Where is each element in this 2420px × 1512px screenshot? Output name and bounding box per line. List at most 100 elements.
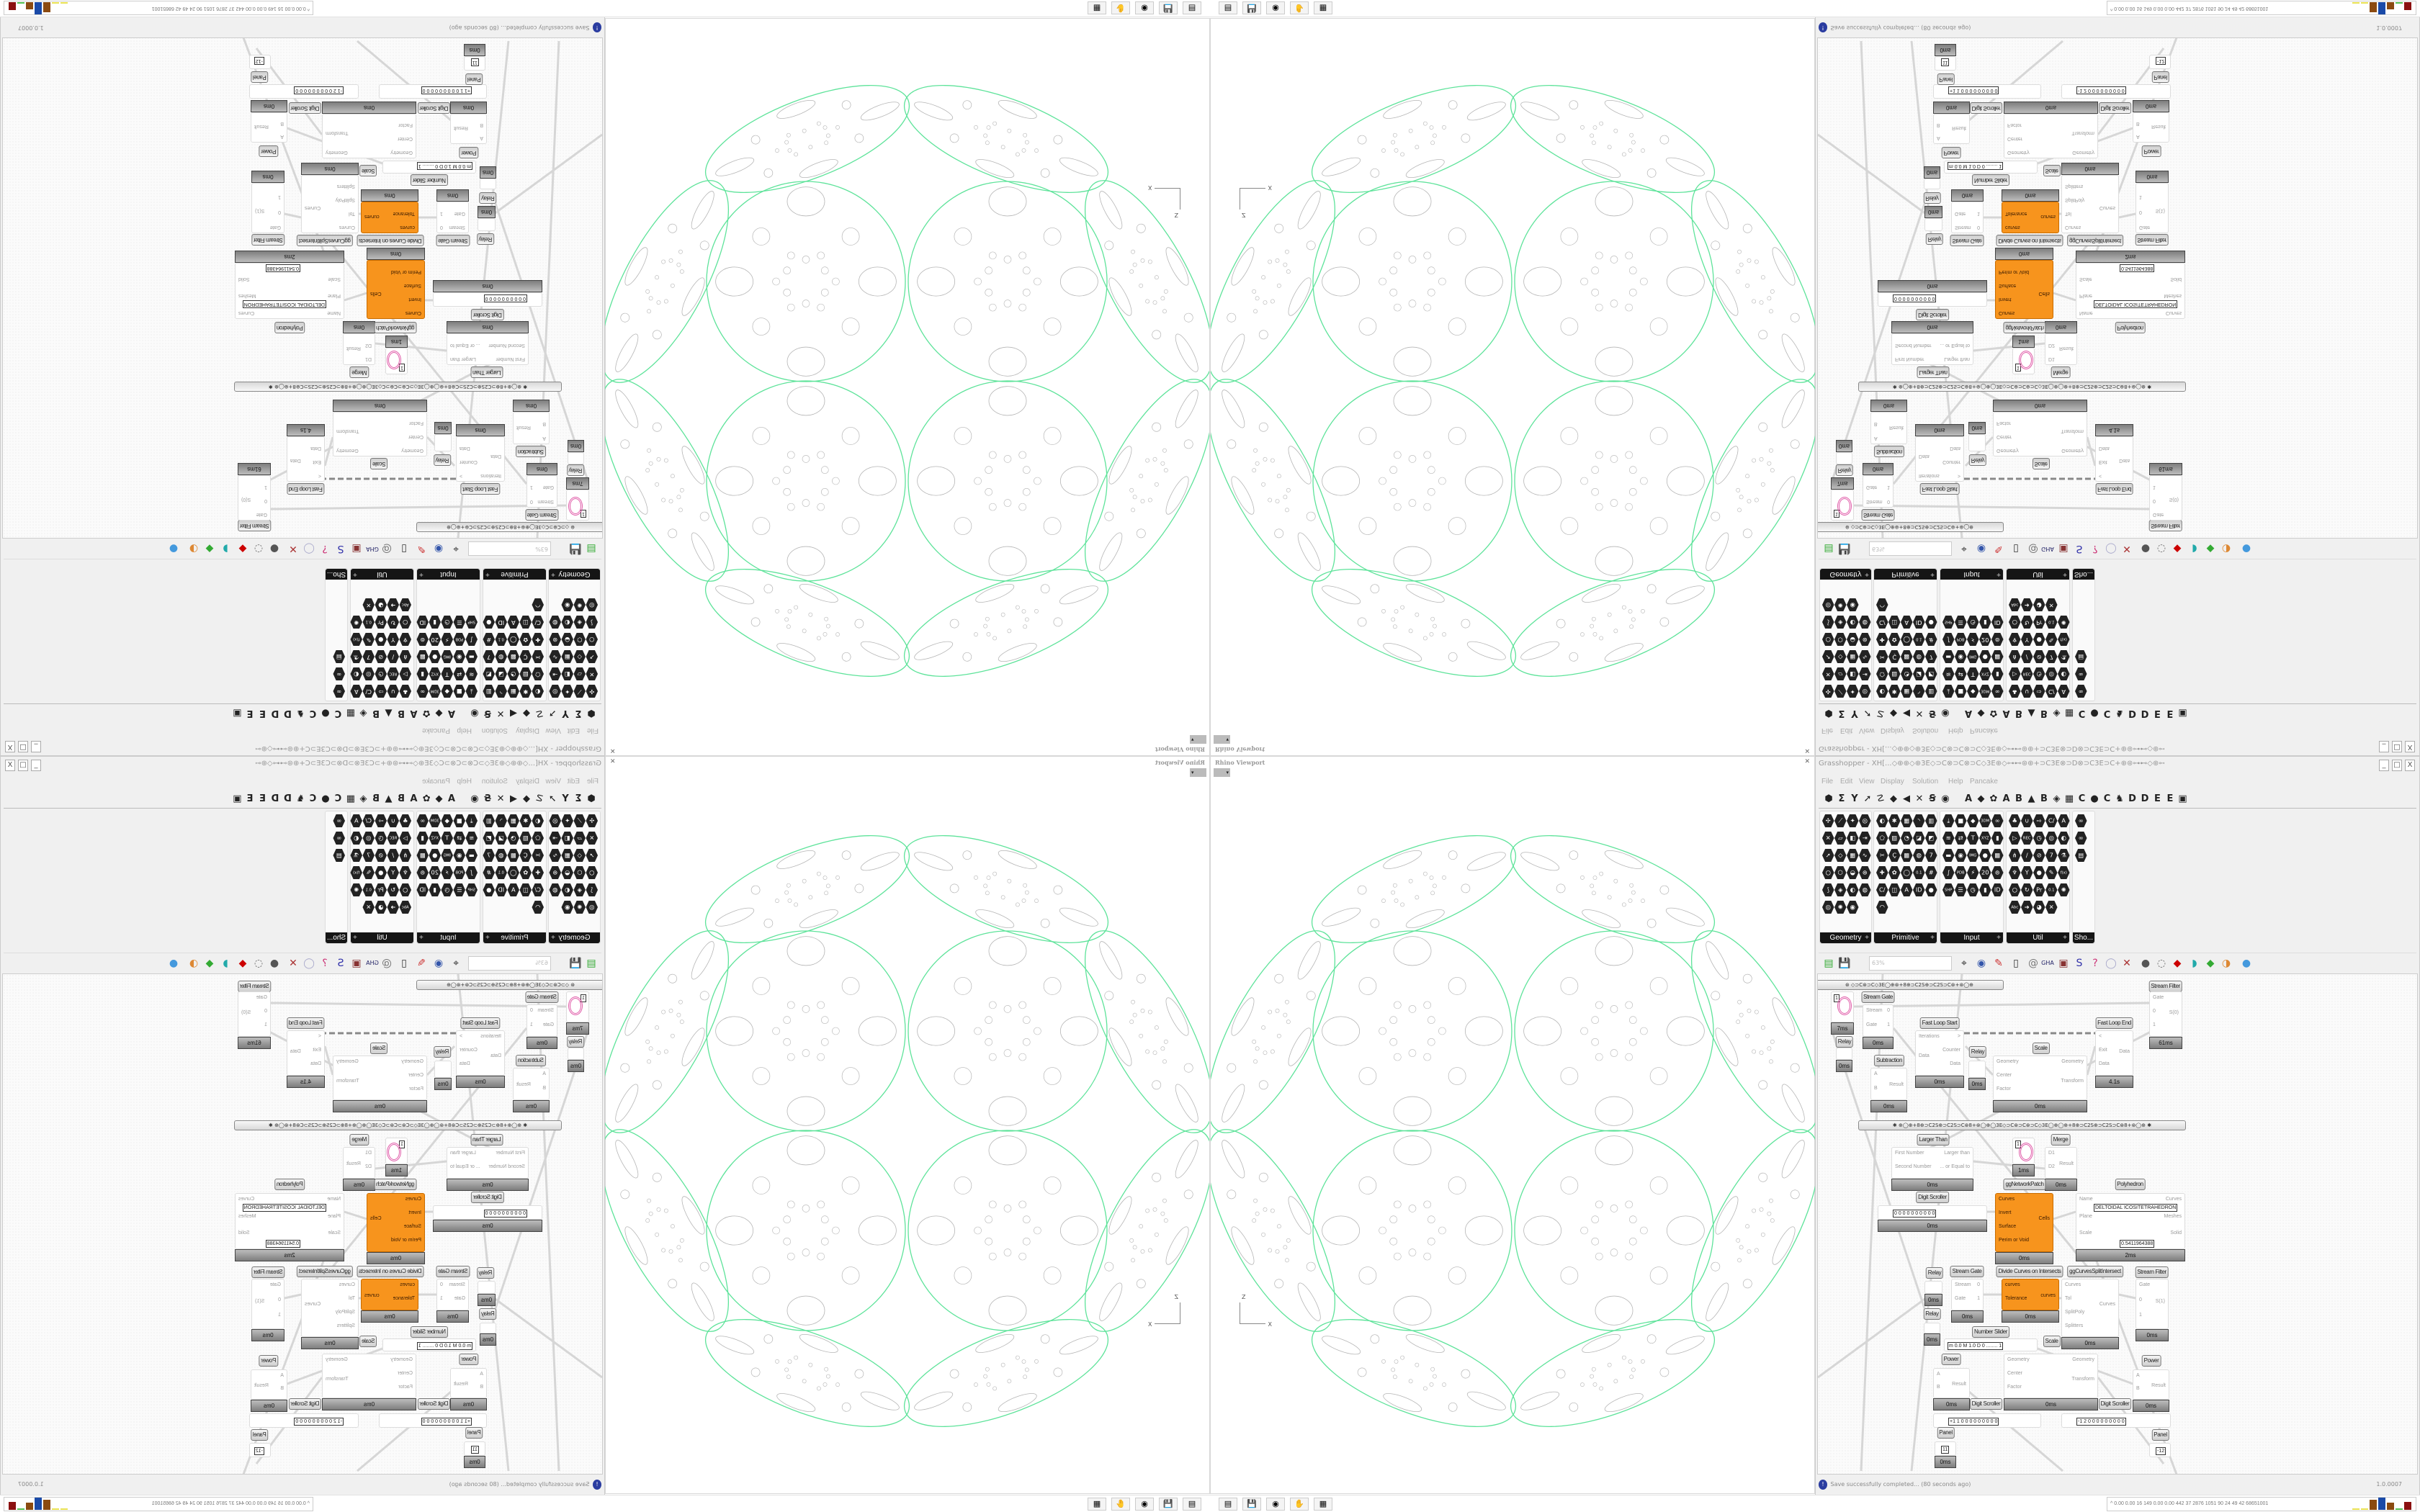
component-icon[interactable]: ◍ [1913,650,1925,663]
component-value[interactable]: m 0.0 M 1.0 D 0 ........ 1 [416,1342,472,1350]
component-icon[interactable]: ☰ [454,616,466,629]
toolbar-icon[interactable]: ▯ [401,958,407,969]
component-body[interactable]: Iterations Data > Counter Data [456,1030,505,1076]
output-param[interactable]: Result [2151,1383,2166,1388]
component-tab-icon[interactable]: A [2002,793,2010,804]
input-param[interactable]: Scale [328,1230,341,1236]
input-param[interactable]: First Number [1895,1151,1924,1156]
component-label[interactable]: Relay [1968,454,1987,466]
component-icon[interactable]: ☰ [1955,616,1967,629]
panel-expand-icon[interactable]: + [2063,934,2067,942]
component-icon[interactable]: ∫ [466,866,478,879]
toolbar-icon[interactable]: S [337,543,344,554]
toolbar-icon[interactable]: ● [169,543,179,554]
component-icon[interactable]: ✂ [1876,650,1888,663]
component-icon[interactable]: 3DM [429,814,442,827]
output-param[interactable]: Solid [238,276,250,282]
component-tab-icon[interactable]: C [334,708,342,719]
input-param[interactable]: A [280,134,284,139]
component-body[interactable] [1968,1061,1986,1078]
input-param[interactable]: 0 [264,498,267,503]
component-icon[interactable]: ∪ [387,685,400,698]
component-tab-icon[interactable]: ▲ [385,793,393,804]
component-icon[interactable]: XYZ [429,667,442,680]
component-tab-icon[interactable]: Σ [1838,708,1845,719]
taskbar-app-icon[interactable]: ▤ [1219,1,1237,14]
menu-file[interactable]: File [1821,778,1834,786]
component-tab-icon[interactable]: ◀ [510,708,517,719]
component-body[interactable] [434,434,452,451]
output-param[interactable]: S(0) [241,497,251,502]
input-param[interactable]: Stream [449,225,465,230]
component-tab-icon[interactable]: ◆ [1977,793,1985,804]
component-body[interactable]: A B Result [1870,412,1907,444]
component-tab-icon[interactable]: E [2166,793,2174,804]
component-label[interactable]: Merge [349,366,369,378]
component-icon[interactable]: ◐ [1847,883,1859,896]
taskbar-app-icon[interactable]: ✋ [1290,1498,1309,1511]
component-label[interactable]: Fast Loop Start [460,1017,501,1029]
component-value[interactable]: m 0.0 M 1.0 D 0 ........ 1 [416,162,472,170]
component-icon[interactable]: ◇ [574,650,586,663]
component-icon[interactable]: ▱ [574,832,586,845]
component-icon[interactable]: ◎ [1859,814,1871,827]
component-icon[interactable]: ⚡ [442,633,454,646]
input-param[interactable]: Geometry [1996,448,2019,453]
output-param[interactable]: Solid [238,1230,250,1236]
output-param[interactable]: curves [2040,214,2056,220]
component-icon[interactable]: ◷ [442,616,454,629]
component-icon[interactable]: ▷ [400,832,412,845]
component-icon[interactable]: ▥ [1925,814,1937,827]
toolbar-icon[interactable]: ◌ [2156,958,2166,969]
input-param[interactable]: Gate [2153,512,2164,517]
component-icon[interactable]: ◐ [532,685,544,698]
panel-expand-icon[interactable]: + [419,570,424,578]
output-param[interactable]: Cells [2038,1216,2050,1222]
output-param[interactable]: > [1957,1034,1960,1039]
component-body[interactable]: Curves Invert Surface Perim or Void Cells [1995,1193,2053,1252]
component-label[interactable]: Relay [1923,1308,1941,1320]
component-icon[interactable]: ◉ [1955,650,1967,663]
input-param[interactable]: Stream [1955,1282,1971,1287]
component-icon[interactable]: ◍ [1859,616,1871,629]
component-tab-icon[interactable]: ◉ [1941,793,1950,804]
component-body[interactable] [1924,1281,1942,1294]
component-icon[interactable]: SHP [466,616,478,629]
menu-help[interactable]: Help [457,726,472,734]
component-icon[interactable]: ○ [586,633,599,646]
component-icon[interactable]: ✺ [2058,616,2070,629]
component-icon[interactable]: ∿ [1859,849,1871,862]
component-label[interactable]: Relay [433,1046,452,1058]
component-icon[interactable]: ∞ [333,832,346,845]
component-tab-icon[interactable]: ● [2090,793,2099,804]
component-icon[interactable]: ⬠ [1876,832,1888,845]
output-param[interactable]: Counter [1942,459,1960,464]
polyhedron-field[interactable]: 0.5411964388 [265,1240,300,1248]
component-body[interactable]: Gate 0 1 S(0) [238,991,271,1037]
component-tab-icon[interactable]: ▲ [2027,793,2035,804]
toolbar-icon[interactable]: ◯ [303,543,315,554]
component-icon[interactable]: Y [2021,633,2033,646]
component-body[interactable] [1968,434,1986,451]
component-icon[interactable]: ◝ [496,685,508,698]
component-tab-icon[interactable]: E [259,793,266,804]
toolbar-icon[interactable]: ▣ [2058,958,2069,969]
panel-footer[interactable]: Geometry + [549,932,600,943]
output-param[interactable]: S(0) [2169,1010,2179,1015]
input-param[interactable]: A [480,1372,483,1377]
component-body[interactable] [568,1048,584,1060]
component-icon[interactable]: ◩ [1925,667,1937,680]
viewport-close-icon[interactable]: ✕ [1804,758,1810,765]
panel-footer[interactable]: Input + [1940,932,2003,943]
component-tab-icon[interactable]: ⬢ [587,708,596,719]
component-value[interactable]: -1 2 0 0 0 0 0 0 0 0 0 [2076,1418,2126,1426]
component-label[interactable]: Subtraction [1873,1055,1905,1066]
input-param[interactable]: Curves [405,310,421,315]
component-tab-icon[interactable]: ◈ [359,708,367,719]
taskbar-app-icon[interactable]: ◉ [1135,1,1154,14]
output-param[interactable]: Counter [1942,1048,1960,1053]
component-body[interactable]: 11 [464,56,485,71]
zoom-input[interactable]: 63% [1869,541,1952,556]
minimize-button[interactable]: _ [2379,760,2389,771]
component-icon[interactable]: ⊘ [2033,849,2045,862]
